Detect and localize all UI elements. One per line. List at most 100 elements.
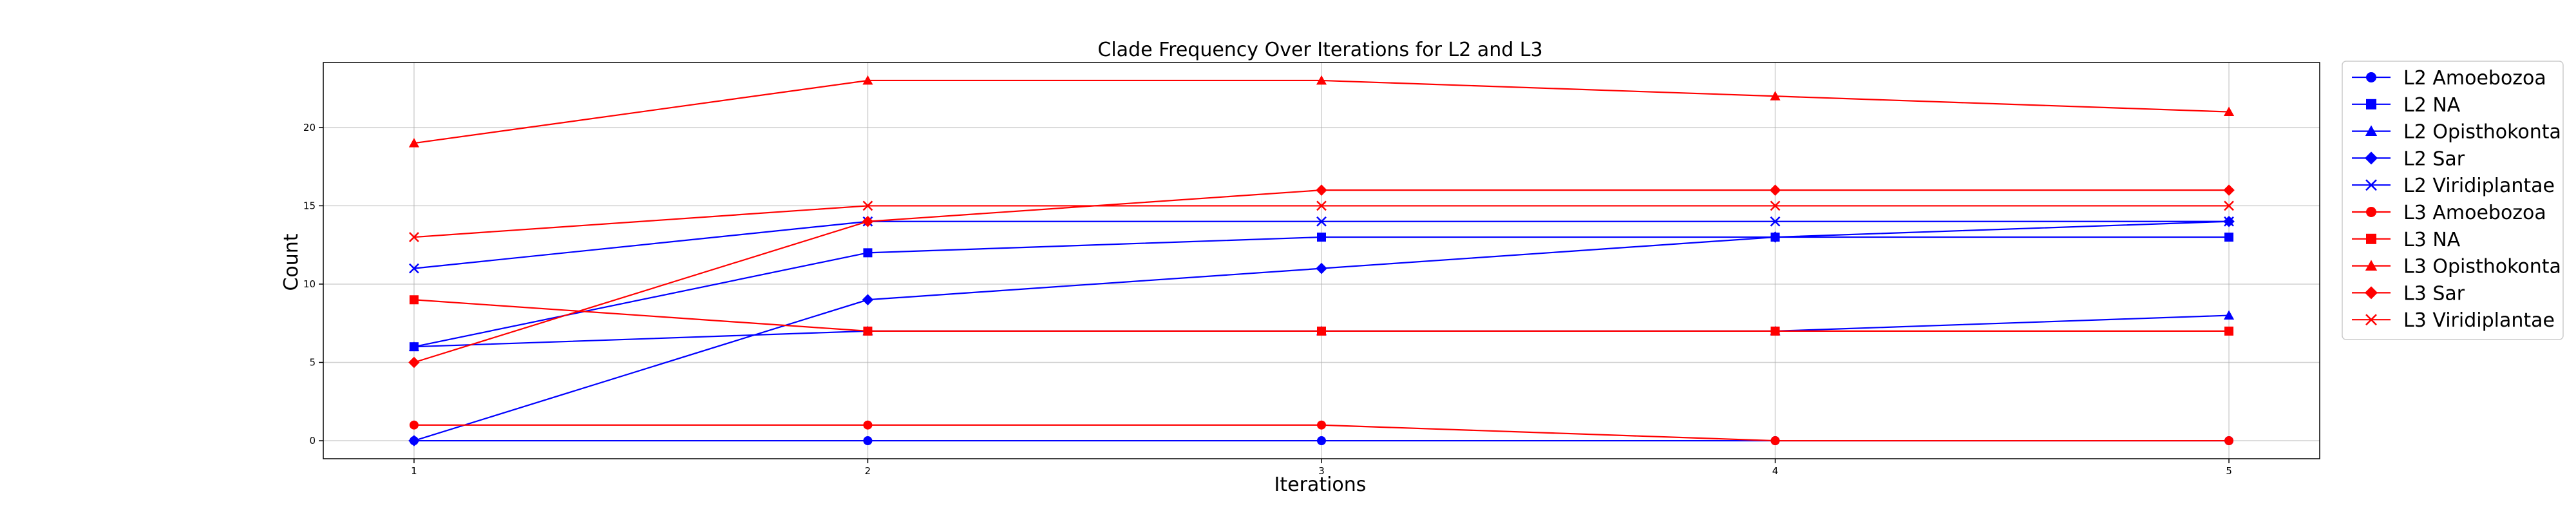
data-point-l3-na	[1317, 326, 1326, 336]
legend-label: L2 Opisthokonta	[2403, 121, 2561, 144]
legend-item-l3-opisthokonta: L3 Opisthokonta	[2352, 256, 2561, 278]
data-point-l3-viridiplantae	[1770, 200, 1781, 211]
legend-marker	[2365, 286, 2378, 300]
data-point-l2-viridiplantae-stroke	[1770, 216, 1781, 227]
data-point-l3-viridiplantae-stroke	[1770, 200, 1781, 211]
y-axis-label: Count	[280, 233, 303, 291]
data-point-l2-viridiplantae	[409, 263, 419, 274]
data-point-l3-viridiplantae	[409, 232, 419, 242]
chart-title: Clade Frequency Over Iterations for L2 a…	[1097, 39, 1542, 61]
data-point-l2-sar	[408, 435, 420, 446]
data-point-l3-sar	[408, 356, 420, 369]
data-point-l2-viridiplantae	[1770, 216, 1781, 227]
data-point-l2-sar	[1769, 231, 1781, 243]
series-l3-opisthokonta	[408, 75, 2235, 148]
legend-label: L3 Amoebozoa	[2403, 202, 2546, 224]
data-point-l3-opisthokonta	[862, 75, 873, 85]
data-point-l3-amoebozoa	[1317, 420, 1326, 430]
x-tick-label: 3	[1318, 465, 1325, 477]
data-point-l2-viridiplantae-stroke	[409, 263, 419, 274]
data-point-l3-sar	[2223, 184, 2235, 196]
data-point-l2-viridiplantae-stroke	[1316, 216, 1327, 227]
legend-item-l3-amoebozoa: L3 Amoebozoa	[2352, 202, 2546, 224]
x-axis-label: Iterations	[1274, 474, 1367, 496]
legend-marker	[2365, 314, 2377, 326]
series-l3-na	[409, 295, 2234, 336]
legend-item-l2-sar: L2 Sar	[2352, 148, 2465, 170]
legend: L2 Amoebozoa L2 NA L2 Opisthokonta L2 Sar L2…	[2342, 61, 2564, 340]
data-point-l2-opisthokonta	[2224, 310, 2235, 320]
legend-label: L2 Amoebozoa	[2403, 67, 2546, 90]
data-point-l3-sar	[1769, 184, 1781, 196]
data-point-l2-na	[863, 248, 873, 258]
data-point-l3-amoebozoa	[1770, 436, 1780, 446]
data-point-l3-viridiplantae	[862, 200, 873, 211]
data-point-l2-viridiplantae-stroke	[2224, 216, 2234, 227]
legend-label: L3 Opisthokonta	[2403, 256, 2561, 278]
data-point-l3-na	[863, 326, 873, 336]
data-point-l3-viridiplantae-stroke	[862, 200, 873, 211]
y-tick-label: 10	[303, 278, 316, 290]
legend-label: L2 Sar	[2403, 148, 2465, 170]
legend-marker-stroke	[2365, 179, 2377, 191]
series-l3-amoebozoa	[409, 420, 2234, 446]
legend-box	[2342, 61, 2564, 340]
legend-marker	[2366, 99, 2376, 110]
series-l3-sar	[408, 184, 2235, 369]
y-tick-label: 15	[303, 200, 316, 211]
y-tick-label: 5	[309, 357, 316, 369]
data-point-l3-opisthokonta	[2224, 106, 2235, 117]
legend-marker	[2366, 233, 2376, 244]
grid-lines	[323, 62, 2320, 459]
x-tick-label: 5	[2226, 465, 2232, 477]
data-point-l2-sar	[1316, 262, 1327, 274]
data-point-l2-amoebozoa	[1317, 436, 1326, 446]
data-point-l3-na	[2224, 326, 2234, 336]
data-point-l3-opisthokonta	[408, 138, 419, 148]
data-point-l3-na	[409, 295, 419, 305]
series-l3-viridiplantae	[409, 200, 2234, 242]
legend-marker	[2365, 151, 2378, 165]
data-point-l3-viridiplantae-stroke	[2224, 200, 2234, 211]
x-tick-label: 4	[1772, 465, 1779, 477]
legend-marker	[2365, 179, 2377, 191]
data-point-l2-na	[2224, 233, 2234, 242]
data-point-l3-viridiplantae-stroke	[409, 232, 419, 242]
legend-item-l2-viridiplantae: L2 Viridiplantae	[2352, 175, 2555, 197]
legend-label: L3 Viridiplantae	[2403, 309, 2555, 332]
data-point-l3-viridiplantae-stroke	[1316, 200, 1327, 211]
data-point-l2-sar	[862, 294, 874, 306]
legend-label: L2 NA	[2403, 94, 2461, 117]
data-point-l3-amoebozoa	[409, 420, 419, 430]
legend-label: L2 Viridiplantae	[2403, 175, 2555, 197]
legend-marker	[2366, 207, 2376, 217]
data-point-l2-na	[1317, 233, 1326, 242]
legend-item-l3-na: L3 NA	[2352, 229, 2461, 251]
x-tick-label: 2	[865, 465, 871, 477]
series-lines	[408, 75, 2235, 446]
legend-marker	[2365, 125, 2378, 136]
legend-marker	[2365, 260, 2378, 271]
legend-marker-stroke	[2365, 314, 2377, 326]
y-tick-label: 0	[309, 435, 316, 446]
legend-item-l2-opisthokonta: L2 Opisthokonta	[2352, 121, 2561, 144]
data-point-l2-viridiplantae	[1316, 216, 1327, 227]
data-point-l2-amoebozoa	[863, 436, 873, 446]
data-point-l3-sar	[862, 215, 874, 227]
legend-item-l2-na: L2 NA	[2352, 94, 2461, 117]
data-point-l3-viridiplantae	[2224, 200, 2234, 211]
data-point-l3-opisthokonta	[1316, 75, 1327, 85]
legend-label: L3 Sar	[2403, 282, 2465, 305]
y-tick-label: 20	[303, 122, 316, 133]
data-point-l3-opisthokonta	[1770, 91, 1781, 101]
legend-item-l3-sar: L3 Sar	[2352, 282, 2465, 305]
legend-item-l2-amoebozoa: L2 Amoebozoa	[2352, 67, 2546, 90]
data-point-l3-amoebozoa	[2224, 436, 2234, 446]
axis-ticks: 1 2 3 4 5 0 5 10 15 20	[303, 122, 2232, 477]
data-point-l2-viridiplantae	[2224, 216, 2234, 227]
legend-marker	[2366, 72, 2376, 82]
legend-item-l3-viridiplantae: L3 Viridiplantae	[2352, 309, 2555, 332]
x-tick-label: 1	[411, 465, 417, 477]
